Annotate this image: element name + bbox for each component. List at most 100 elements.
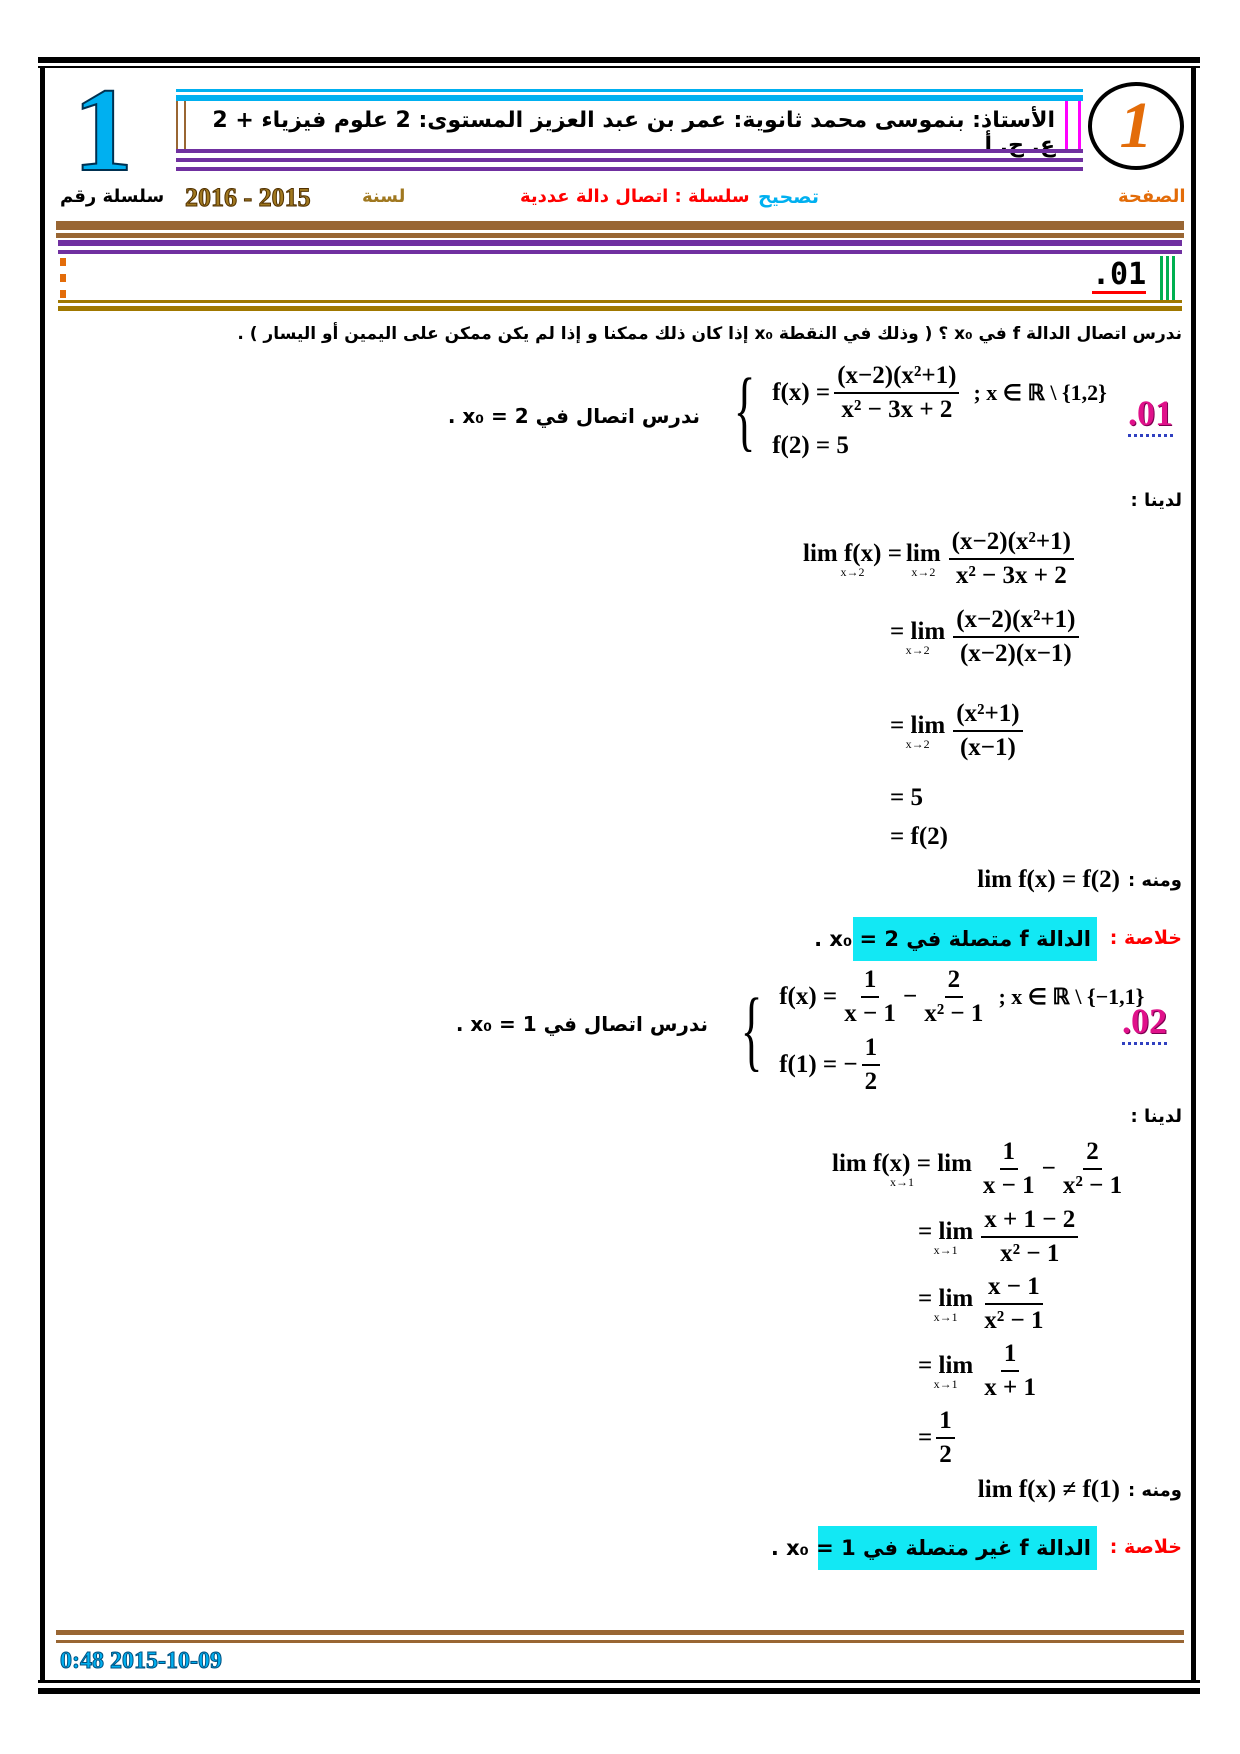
den: 2 <box>939 1441 952 1468</box>
ex1-f-value: f(2) = 5 <box>772 432 849 459</box>
correction-label: تصحيح <box>758 186 819 208</box>
purple-rule <box>58 250 1182 254</box>
ex2-f-value: f(1) = − <box>779 1051 858 1078</box>
ex1-step-1: lim f(x) = x→2 lim x→2 (x−2)(x²+1) x² − 3x … <box>803 528 1078 590</box>
lim-sub: x→1 <box>933 1309 958 1324</box>
num: 1 <box>861 1034 881 1066</box>
equals: = <box>918 1424 933 1451</box>
conclusion-text: الدالة f متصلة في 2 = x₀ . <box>814 927 1091 951</box>
ex1-system: { f(x) = (x−2)(x²+1) x² − 3x + 2 ; x ∈ ℝ \ … <box>723 362 1107 460</box>
bottom-rule-thick <box>38 1688 1200 1694</box>
ex2-task: ندرس اتصال في 1 = x₀ . <box>455 1012 708 1036</box>
green-marker <box>1160 256 1176 302</box>
footer-rule <box>56 1640 1184 1643</box>
num: 2 <box>1083 1138 1102 1170</box>
ex1-f-den: x² − 3x + 2 <box>841 396 953 423</box>
num: x + 1 − 2 <box>981 1206 1079 1238</box>
ex1-f-num: (x−2)(x²+1) <box>834 362 960 394</box>
ex1-f-lhs: f(x) = <box>772 379 831 406</box>
cyan-rule <box>176 95 1083 101</box>
top-rule-thin <box>38 66 1200 68</box>
den: (x−1) <box>959 734 1016 761</box>
orange-marker <box>60 258 66 298</box>
num: (x²+1) <box>953 700 1023 732</box>
den: x − 1 <box>844 1000 896 1027</box>
lim-sub: x→1 <box>933 1376 958 1391</box>
ex1-conclusion-label: خلاصة : <box>1109 927 1182 949</box>
hence-label: ومنه : <box>1127 869 1182 891</box>
magenta-marker <box>1065 101 1081 149</box>
section-number: .01 <box>1092 257 1147 294</box>
page-label: الصفحة <box>1118 186 1186 207</box>
logo-circle: 1 <box>1088 82 1184 170</box>
den: x² − 3x + 2 <box>955 562 1067 589</box>
series-title: سلسلة : اتصال دالة عددية <box>520 186 750 207</box>
num: 1 <box>936 1407 955 1439</box>
gold-rule <box>58 300 1182 303</box>
brown-rule <box>56 221 1184 230</box>
ex1-step-5: = f(2) <box>890 823 948 850</box>
lim: = lim <box>890 711 946 739</box>
num: 1 <box>1000 1340 1020 1372</box>
lim-sub: x→2 <box>905 736 930 751</box>
num: 2 <box>944 966 964 998</box>
ex2-hence: lim f(x) ≠ f(1) ومنه : <box>978 1476 1182 1504</box>
ex1-task: ندرس اتصال في 2 = x₀ . <box>447 404 700 428</box>
page-frame <box>40 68 1196 1680</box>
lim-sub: x→1 <box>933 1242 958 1257</box>
top-rule <box>38 57 1200 63</box>
teacher-line: الأستاذ: بنموسى محمد ثانوية: عمر بن عبد … <box>212 108 1055 158</box>
ex1-step-3: = lim x→2 (x²+1) (x−1) <box>890 700 1027 762</box>
ex2-domain: ; x ∈ ℝ \ {−1,1} <box>998 984 1145 1009</box>
cyan-rule <box>176 89 1083 92</box>
year-label: لسنة <box>362 186 406 207</box>
purple-rule <box>58 240 1182 246</box>
ex2-f-lhs: f(x) = <box>779 983 838 1010</box>
exercise-number-2: .02 <box>1122 1000 1167 1045</box>
school-year: 2016 - 2015 <box>185 183 312 213</box>
ex2-step-3: = lim x→1 x − 1 x² − 1 <box>918 1273 1050 1335</box>
ex2-conclusion-label: خلاصة : <box>1109 1536 1182 1558</box>
exercise-number-1: .01 <box>1128 392 1173 437</box>
brace-icon: { <box>740 981 763 1080</box>
den-cancelled: (x−2)(x−1) <box>959 640 1072 667</box>
series-label: سلسلة رقم <box>60 186 165 207</box>
lim: = lim <box>918 1284 974 1312</box>
lim-lhs: lim f(x) = lim <box>832 1149 972 1177</box>
num-cancelled: (x−2)(x²+1) <box>953 606 1079 638</box>
footer-rule <box>56 1630 1184 1635</box>
den: x² − 1 <box>984 1307 1044 1334</box>
ex2-conclusion-box: الدالة f غير متصلة في 1 = x₀ . <box>770 1526 1097 1570</box>
brown-marker <box>176 101 186 149</box>
ex2-system: { f(x) = 1 x − 1−2 x² − 1; x ∈ ℝ \ {−1,1} f… <box>740 966 1145 1095</box>
lim-lhs: lim f(x) = <box>803 539 902 567</box>
den: 2 <box>864 1068 878 1095</box>
ex1-conclusion-box: الدالة f متصلة في 2 = x₀ . <box>814 917 1097 961</box>
hence-expr: lim f(x) = f(2) <box>977 866 1120 893</box>
lim: lim <box>905 539 941 567</box>
ex1-step-2: = lim x→2 (x−2)(x²+1) (x−2)(x−1) <box>890 606 1083 668</box>
num: (x−2)(x²+1) <box>948 528 1074 560</box>
num: 1 <box>999 1138 1019 1170</box>
lim: = lim <box>918 1217 974 1245</box>
den: x² − 1 <box>1062 1172 1123 1199</box>
lim-sub: x→2 <box>840 564 865 579</box>
hence-label: ومنه : <box>1127 1479 1182 1501</box>
den: x² − 1 <box>1000 1240 1060 1267</box>
purple-rule <box>176 167 1083 171</box>
series-number-logo: 1 <box>72 63 134 196</box>
ex1-hence: lim f(x) = f(2) ومنه : <box>977 866 1182 894</box>
intro-text: ندرس اتصال الدالة f في x₀ ؟ ( وذلك في ال… <box>237 324 1182 344</box>
brown-rule <box>56 233 1184 238</box>
num: 1 <box>860 966 880 998</box>
ex2-step-2: = lim x→1 x + 1 − 2 x² − 1 <box>918 1206 1082 1268</box>
conclusion-text: الدالة f غير متصلة في 1 = x₀ . <box>770 1536 1091 1560</box>
timestamp: 0:48 2015-10-09 <box>60 1648 223 1675</box>
lim: = lim <box>918 1351 974 1379</box>
brace-icon: { <box>733 361 756 460</box>
lim-sub: x→2 <box>905 642 930 657</box>
lim-sub: x→2 <box>911 564 936 579</box>
